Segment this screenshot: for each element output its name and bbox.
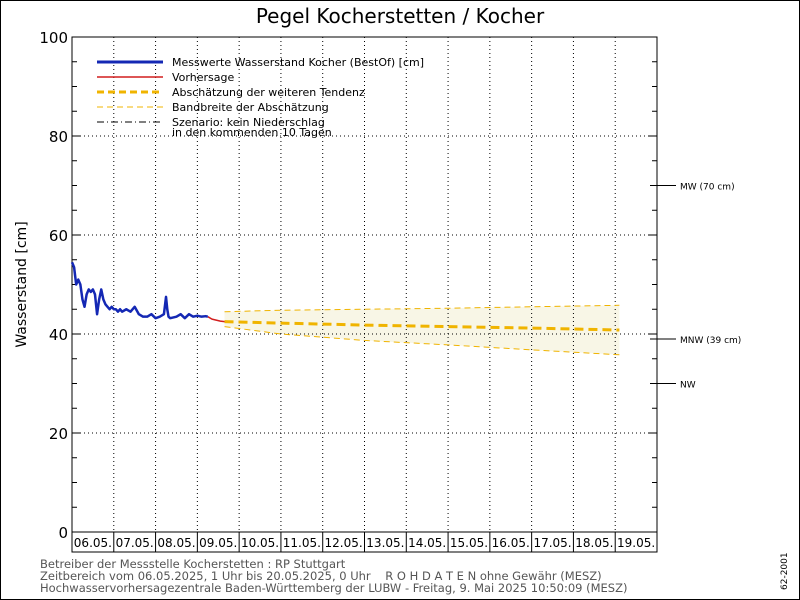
legend-label: Abschätzung der weiteren Tendenz <box>172 86 365 99</box>
legend-label-line2: in den kommenden 10 Tagen <box>172 126 332 139</box>
legend-layer: Messwerte Wasserstand Kocher (BestOf) [c… <box>97 56 424 139</box>
x-tick-label: 13.05. <box>366 536 404 550</box>
legend-label: Messwerte Wasserstand Kocher (BestOf) [c… <box>172 56 424 69</box>
x-tick-label: 18.05. <box>575 536 613 550</box>
x-tick-label: 16.05. <box>492 536 530 550</box>
x-tick-label: 14.05. <box>408 536 446 550</box>
series-line-vorhersage <box>207 316 225 323</box>
x-tick-label: 07.05. <box>116 536 154 550</box>
chart-title: Pegel Kocherstetten / Kocher <box>255 4 545 28</box>
x-tick-label: 17.05. <box>533 536 571 550</box>
series-line-bandbreite-der-absch-tzung-oben <box>224 304 620 313</box>
footer-source: Hochwasservorhersagezentrale Baden-Württ… <box>40 581 628 595</box>
x-tick-label: 19.05. <box>617 536 655 550</box>
y-tick-label: 0 <box>58 524 68 542</box>
series-layer <box>70 261 620 356</box>
reference-label: NW <box>680 381 696 391</box>
legend-label: Bandbreite der Abschätzung <box>172 101 329 114</box>
footer-time-range: Zeitbereich vom 06.05.2025, 1 Uhr bis 20… <box>40 569 602 583</box>
legend-label: Vorhersage <box>172 71 234 84</box>
x-tick-label: 06.05. <box>74 536 112 550</box>
series-line-messwerte-wasserstand-kocher <box>70 261 209 320</box>
x-tick-label: 08.05. <box>157 536 195 550</box>
x-tick-label: 11.05. <box>283 536 321 550</box>
x-tick-label: 15.05. <box>450 536 488 550</box>
x-tick-label: 09.05. <box>199 536 237 550</box>
series-line-absch-tzung-der-weiteren-tendenz <box>224 320 620 332</box>
reference-label: MW (70 cm) <box>680 183 735 193</box>
y-axis-label: Wasserstand [cm] <box>14 221 30 347</box>
estimate-band-fill <box>224 305 620 355</box>
y-tick-label: 60 <box>49 227 68 245</box>
axis-layer: 0 20 40 60 80 100 Wasserstand [cm] 06.05. 07.05.… <box>14 29 658 553</box>
band-layer <box>224 305 620 355</box>
legend-label: Szenario: kein Niederschlag <box>172 116 325 129</box>
y-tick-label: 100 <box>39 29 68 47</box>
series-line-bandbreite-der-absch-tzung-unten <box>224 326 620 356</box>
y-tick-label: 20 <box>49 425 68 443</box>
reference-lines-layer: MW (70 cm) MNW (39 cm) NW <box>650 183 741 391</box>
grid-layer <box>72 37 657 532</box>
y-tick-label: 40 <box>49 326 68 344</box>
x-tick-label: 12.05. <box>325 536 363 550</box>
y-tick-label: 80 <box>49 128 68 146</box>
image-code: 62-2001 <box>780 552 790 590</box>
x-tick-label: 10.05. <box>241 536 279 550</box>
reference-label: MNW (39 cm) <box>680 336 741 346</box>
footer-operator: Betreiber der Messstelle Kocherstetten :… <box>40 557 346 571</box>
